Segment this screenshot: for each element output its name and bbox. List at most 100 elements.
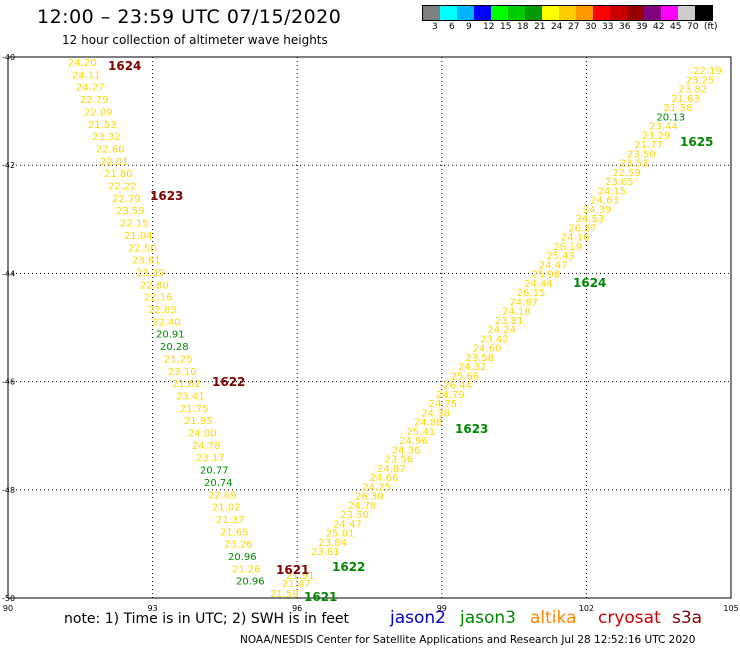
page-title: 12:00 – 23:59 UTC 07/15/2020	[37, 6, 342, 28]
wave-height-value: 24.36	[392, 445, 421, 456]
wave-height-value: 23.32	[92, 132, 121, 143]
time-label: 1625	[680, 135, 713, 149]
wave-height-value: 25.66	[451, 371, 480, 382]
wave-height-value: 26.30	[355, 492, 384, 503]
legend-label: 12	[483, 22, 495, 32]
wave-height-value: 20.28	[160, 342, 189, 353]
legend-swatch	[627, 6, 644, 20]
legend-label: 27	[568, 22, 580, 32]
wave-height-value: 24.44	[524, 279, 553, 290]
wave-height-value: 21.53	[88, 120, 117, 131]
wave-height-value: 22.59	[612, 168, 641, 179]
time-label: 1624	[108, 59, 141, 73]
footer-note: note: 1) Time is in UTC; 2) SWH is in fe…	[64, 611, 350, 627]
legend-swatch	[508, 6, 525, 20]
legend-label: 3	[432, 22, 438, 32]
wave-height-value: 20.13	[656, 112, 685, 123]
legend-swatch	[576, 6, 593, 20]
wave-height-value: 23.17	[196, 453, 225, 464]
wave-height-value: 24.32	[458, 362, 487, 373]
page-subtitle: 12 hour collection of altimeter wave hei…	[62, 33, 328, 47]
wave-height-value: 24.16	[561, 233, 590, 244]
wave-height-value: 24.75	[429, 399, 458, 410]
wave-height-value: 26.15	[517, 288, 546, 299]
legend-swatch	[678, 6, 695, 20]
wave-height-value: 24.96	[399, 436, 428, 447]
wave-height-value: 24.78	[348, 501, 377, 512]
legend-swatch	[593, 6, 610, 20]
y-tick-label: -50	[2, 594, 15, 603]
wave-height-value: 20.91	[156, 330, 185, 341]
wave-height-value: 22.83	[148, 305, 177, 316]
legend-label: 15	[500, 22, 512, 32]
wave-height-value: 23.81	[311, 547, 340, 558]
wave-height-value: 22.69	[208, 490, 237, 501]
wave-height-value: 23.50	[340, 510, 369, 521]
legend-swatch	[644, 6, 661, 20]
wave-height-value: 22.15	[120, 219, 149, 230]
wave-height-value: 24.60	[473, 344, 502, 355]
wave-height-value: 21.02	[212, 503, 241, 514]
legend-swatch	[474, 6, 491, 20]
legend-label: 70	[687, 22, 699, 32]
wave-height-value: 23.26	[224, 540, 253, 551]
wave-height-value: 21.77	[634, 140, 663, 151]
wave-height-value: 26.19	[554, 242, 583, 253]
wave-height-value: 24.25	[362, 482, 391, 493]
y-tick-label: -42	[2, 161, 15, 170]
wave-height-value: 23.56	[385, 455, 414, 466]
wave-height-value: 24.88	[414, 418, 443, 429]
legend-label: 21	[534, 22, 546, 32]
x-tick-label: 93	[148, 604, 158, 613]
wave-height-value: 23.44	[649, 122, 678, 133]
wave-height-value: 24.47	[539, 260, 568, 271]
wave-height-value: 22.01	[100, 157, 129, 168]
wave-height-value: 26.44	[443, 381, 472, 392]
wave-height-value: 20.74	[204, 478, 233, 489]
wave-height-value: 23.10	[168, 367, 197, 378]
wave-height-value: 24.66	[370, 473, 399, 484]
y-tick-label: -44	[2, 269, 15, 278]
wave-height-value: 21.04	[124, 231, 153, 242]
wave-height-value: 25.43	[546, 251, 575, 262]
legend-label: 24	[551, 22, 563, 32]
wave-height-value: 24.78	[192, 441, 221, 452]
x-tick-label: 102	[579, 604, 594, 613]
wave-height-value: 24.87	[377, 464, 406, 475]
wave-height-value: 21.26	[232, 564, 261, 575]
y-tick-label: -40	[2, 53, 15, 62]
wave-height-value: 21.65	[220, 527, 249, 538]
wave-height-value: 20.77	[200, 466, 229, 477]
wave-height-value: 25.98	[532, 270, 561, 281]
x-tick-label: 105	[723, 604, 738, 613]
wave-height-value: 23.50	[627, 149, 656, 160]
wave-height-value: 21.91	[286, 571, 315, 582]
wave-height-value: 21.25	[164, 354, 193, 365]
wave-height-value: 21.80	[104, 169, 133, 180]
wave-height-value: 22.22	[108, 182, 137, 193]
x-tick-label: 96	[292, 604, 302, 613]
wave-height-value: 22.16	[144, 293, 173, 304]
wave-height-value: 23.42	[480, 334, 509, 345]
legend-label: 39	[636, 22, 648, 32]
wave-height-value: 24.53	[576, 214, 605, 225]
wave-height-value: 21.47	[282, 579, 311, 590]
legend-swatch	[457, 6, 474, 20]
wave-height-value: 23.81	[495, 316, 524, 327]
satellite-label-jason2: jason2	[390, 608, 446, 628]
wave-height-value: 22.09	[84, 107, 113, 118]
wave-height-value: 24.24	[487, 325, 516, 336]
wave-height-value: 22.50	[128, 243, 157, 254]
wave-height-value: 24.47	[333, 519, 362, 530]
wave-height-value: 24.20	[68, 58, 97, 69]
wave-height-value: 21.63	[671, 94, 700, 105]
satellite-label-altika: altika	[530, 608, 577, 628]
legend-label: 45	[670, 22, 682, 32]
wave-height-value: 21.37	[216, 515, 245, 526]
wave-height-value: 22.60	[96, 144, 125, 155]
legend-label: 9	[466, 22, 472, 32]
legend-swatch	[440, 6, 457, 20]
y-tick-label: -46	[2, 378, 15, 387]
legend-label: 30	[585, 22, 597, 32]
wave-height-value: 23.41	[176, 391, 205, 402]
